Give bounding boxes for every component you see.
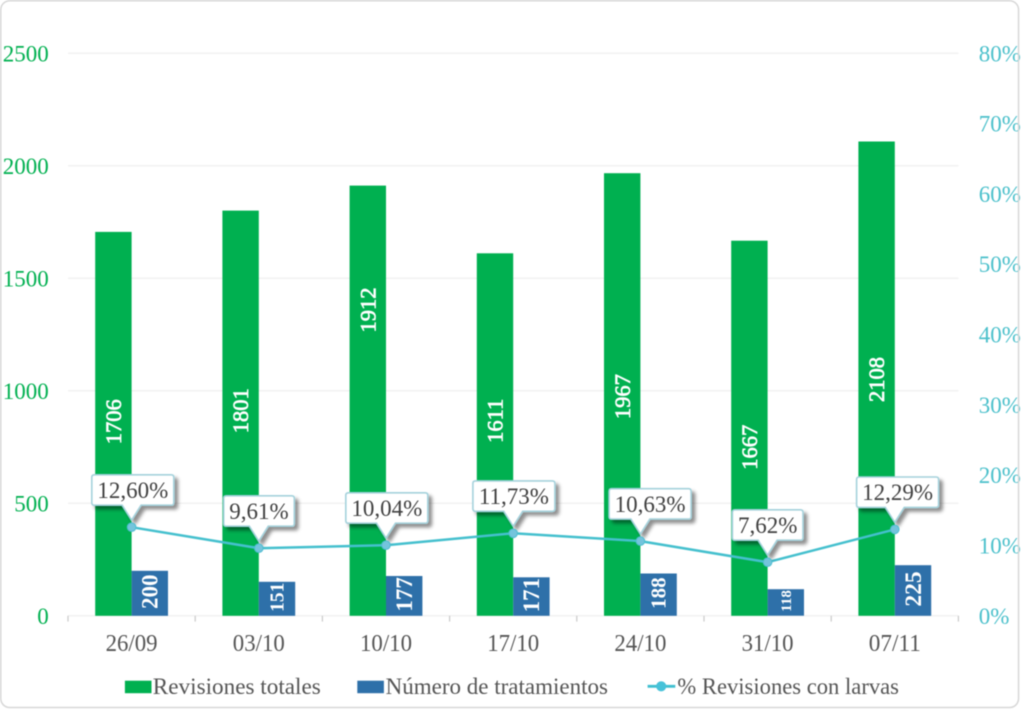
svg-text:11,73%: 11,73% <box>479 484 549 509</box>
svg-text:12,29%: 12,29% <box>862 480 933 505</box>
svg-text:40%: 40% <box>979 323 1021 348</box>
svg-text:10%: 10% <box>979 534 1021 559</box>
svg-text:1706: 1706 <box>101 399 126 444</box>
svg-text:200: 200 <box>137 575 162 610</box>
svg-text:30%: 30% <box>979 393 1021 418</box>
svg-text:10,04%: 10,04% <box>351 496 422 521</box>
svg-text:151: 151 <box>267 583 288 612</box>
svg-text:1667: 1667 <box>737 425 762 470</box>
svg-text:9,61%: 9,61% <box>229 499 288 524</box>
svg-text:60%: 60% <box>979 182 1021 207</box>
svg-text:1912: 1912 <box>355 288 380 333</box>
svg-text:10,63%: 10,63% <box>615 492 686 517</box>
svg-text:171: 171 <box>519 578 544 613</box>
svg-text:26/09: 26/09 <box>106 631 158 657</box>
svg-text:0: 0 <box>37 604 49 629</box>
svg-text:0%: 0% <box>979 604 1010 629</box>
svg-text:12,60%: 12,60% <box>97 478 168 503</box>
svg-text:10/10: 10/10 <box>360 631 412 657</box>
svg-text:Revisiones totales: Revisiones totales <box>153 674 321 699</box>
svg-text:17/10: 17/10 <box>487 631 539 657</box>
svg-text:% Revisiones con larvas: % Revisiones con larvas <box>677 674 899 699</box>
svg-text:31/10: 31/10 <box>742 631 794 657</box>
svg-text:2000: 2000 <box>3 154 49 179</box>
svg-text:24/10: 24/10 <box>614 631 666 657</box>
svg-text:80%: 80% <box>979 41 1021 66</box>
svg-text:1801: 1801 <box>228 388 253 433</box>
svg-text:20%: 20% <box>979 463 1021 488</box>
svg-text:177: 177 <box>392 577 417 612</box>
svg-text:Número de tratamientos: Número de tratamientos <box>386 674 608 699</box>
svg-text:1611: 1611 <box>483 399 508 443</box>
svg-text:188: 188 <box>647 577 671 609</box>
svg-text:118: 118 <box>779 590 795 612</box>
svg-text:2108: 2108 <box>864 357 889 402</box>
svg-text:225: 225 <box>901 571 927 606</box>
svg-text:500: 500 <box>14 491 49 516</box>
svg-text:1967: 1967 <box>610 374 635 419</box>
svg-text:50%: 50% <box>979 252 1021 277</box>
svg-text:1000: 1000 <box>3 379 49 404</box>
svg-text:2500: 2500 <box>3 41 49 66</box>
svg-text:7,62%: 7,62% <box>738 513 797 538</box>
svg-text:03/10: 03/10 <box>233 631 285 657</box>
svg-text:1500: 1500 <box>3 266 49 291</box>
svg-text:70%: 70% <box>979 112 1021 137</box>
svg-text:07/11: 07/11 <box>869 631 921 657</box>
